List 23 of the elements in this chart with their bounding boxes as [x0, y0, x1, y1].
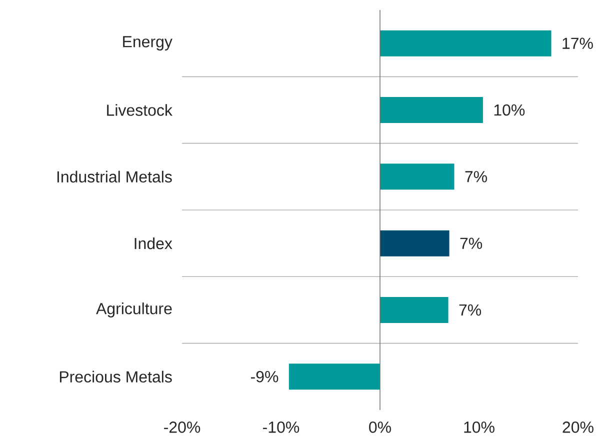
x-tick-label: 0% — [369, 422, 391, 433]
bar — [380, 296, 448, 323]
y-tick-label: Agriculture — [96, 302, 172, 318]
x-tick-label: 20% — [562, 422, 594, 433]
bar — [380, 30, 552, 56]
x-tick-label: -10% — [263, 422, 300, 433]
x-tick-label: 10% — [464, 422, 494, 433]
data-label: 7% — [465, 171, 488, 182]
data-label: 7% — [459, 304, 482, 316]
bar — [380, 164, 454, 190]
x-tick-label: -20% — [164, 422, 200, 433]
data-label: 7% — [460, 238, 482, 249]
data-label: 10% — [494, 104, 525, 116]
y-tick-label: Industrial Metals — [57, 170, 172, 183]
y-tick-label: Precious Metals — [60, 370, 172, 383]
data-label: 17% — [562, 38, 593, 49]
bar — [288, 364, 380, 390]
bar — [380, 97, 483, 123]
data-label: -9% — [250, 371, 278, 382]
y-tick-label: Livestock — [107, 104, 172, 116]
y-tick-label: Energy — [123, 36, 172, 50]
bar — [380, 230, 450, 256]
y-tick-label: Index — [134, 237, 172, 250]
